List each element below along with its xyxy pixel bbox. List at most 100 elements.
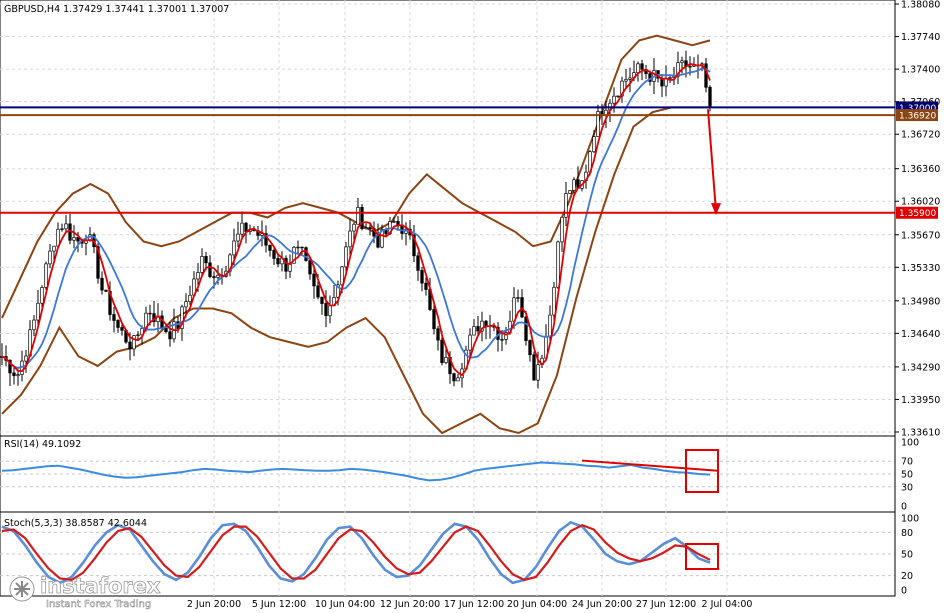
y-tick-label: 1.36020 (901, 197, 940, 208)
y-tick-label: 1.38080 (901, 0, 940, 11)
rsi-tick-label: 0 (901, 502, 907, 513)
bearish-candle (128, 341, 132, 350)
bullish-candle (636, 63, 640, 73)
bullish-candle (328, 305, 332, 317)
bearish-candle (96, 246, 100, 279)
level-price-tag (896, 109, 938, 122)
bullish-candle (512, 297, 516, 322)
x-tick-label: 17 Jun 12:00 (444, 599, 504, 610)
bullish-candle (32, 319, 36, 331)
y-tick-label: 1.33950 (901, 395, 940, 406)
bearish-candle (272, 250, 276, 259)
symbol-header: GBPUSD,H4 1.37429 1.37441 1.37001 1.3700… (4, 4, 229, 15)
bullish-candle (616, 95, 620, 98)
bearish-candle (12, 372, 16, 377)
y-tick-label: 1.33610 (901, 428, 940, 439)
bearish-candle (324, 303, 328, 317)
bullish-candle (352, 223, 356, 232)
rsi-header: RSI(14) 49.1092 (4, 439, 81, 450)
bullish-candle (596, 111, 600, 138)
stoch-highlight-box (685, 543, 719, 570)
stoch-header: Stoch(5,3,3) 38.8587 42.6044 (4, 518, 147, 529)
level-price-label: 1.35900 (899, 209, 936, 219)
bearish-candle (100, 277, 104, 291)
bearish-candle (148, 312, 152, 315)
level-price-tag (896, 206, 938, 219)
price-panel (0, 0, 896, 437)
bullish-candle (48, 250, 52, 265)
y-tick-label: 1.34290 (901, 362, 940, 373)
bearish-candle (204, 256, 208, 264)
stoch-tick-label: 80 (901, 528, 913, 539)
bullish-candle (16, 374, 20, 377)
bullish-candle (136, 334, 140, 336)
bearish-candle (524, 316, 528, 341)
bearish-candle (532, 354, 536, 381)
bullish-candle (292, 246, 296, 264)
bullish-candle (612, 95, 616, 104)
bullish-candle (236, 233, 240, 242)
x-tick-label: 27 Jun 12:00 (636, 599, 696, 610)
bullish-candle (132, 335, 136, 350)
bullish-candle (516, 297, 520, 299)
bullish-candle (60, 228, 64, 230)
y-tick-label: 1.37400 (901, 65, 940, 76)
bullish-candle (392, 221, 396, 223)
bullish-candle (556, 241, 560, 288)
bullish-candle (688, 65, 692, 68)
instaforex-logo (9, 576, 35, 602)
y-tick-label: 1.36720 (901, 130, 940, 141)
bearish-candle (164, 327, 168, 333)
bullish-candle (340, 266, 344, 286)
bearish-candle (432, 309, 436, 330)
bullish-candle (72, 236, 76, 241)
y-tick-label: 1.37740 (901, 32, 940, 43)
bullish-candle (552, 286, 556, 316)
rsi-trendline (581, 459, 719, 472)
bullish-candle (472, 326, 476, 336)
bearish-candle (244, 222, 248, 232)
bearish-candle (68, 223, 72, 241)
y-tick-label: 1.34640 (901, 329, 940, 340)
bearish-candle (424, 282, 428, 290)
bearish-candle (116, 320, 120, 328)
down-arrow-shaft (707, 109, 717, 212)
y-tick-label: 1.37060 (901, 97, 940, 108)
bullish-candle (456, 377, 460, 382)
bearish-candle (704, 63, 708, 88)
down-arrow-head (711, 203, 721, 216)
rsi-tick-label: 50 (901, 470, 913, 481)
watermark-tagline: Instant Forex Trading (46, 599, 151, 610)
bullish-candle (336, 284, 340, 298)
bearish-candle (640, 63, 644, 70)
bearish-candle (208, 262, 212, 277)
bullish-candle (380, 229, 384, 248)
bullish-candle (240, 222, 244, 235)
slow-moving-average (1, 67, 711, 369)
bearish-candle (276, 258, 280, 265)
bullish-candle (536, 364, 540, 381)
price-grid (0, 0, 895, 596)
bullish-candle (504, 332, 508, 340)
bullish-candle (480, 320, 484, 332)
rsi-line (1, 461, 711, 482)
bearish-candle (436, 328, 440, 341)
x-tick-label: 5 Jun 12:00 (252, 599, 306, 610)
x-tick-label: 10 Jun 04:00 (315, 599, 375, 610)
bearish-candle (168, 331, 172, 340)
bearish-candle (112, 314, 116, 321)
level-price-label: 1.36920 (899, 112, 936, 122)
rsi-tick-label: 100 (901, 438, 919, 449)
y-tick-label: 1.35330 (901, 263, 940, 274)
bullish-candle (216, 274, 220, 278)
bullish-candle (444, 356, 448, 364)
bullish-candle (500, 339, 504, 341)
bearish-candle (316, 285, 320, 298)
bullish-candle (196, 272, 200, 280)
bearish-candle (452, 373, 456, 382)
x-tick-label: 20 Jun 04:00 (507, 599, 567, 610)
bullish-candle (188, 294, 192, 302)
bearish-candle (264, 233, 268, 246)
stoch-tick-label: 20 (901, 571, 913, 582)
